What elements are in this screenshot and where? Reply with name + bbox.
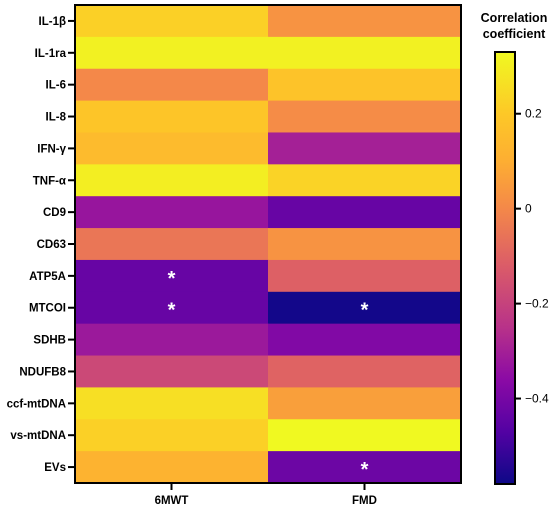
cell-mtcoi-6mwt (75, 291, 269, 325)
cell-ccf-mtdna-6mwt (75, 387, 269, 420)
row-axis: IL-1β IL-1ra IL-6 IL-8 IFN-γ TNF-α CD9 CD63 ATP5… (7, 16, 75, 474)
column-label-6mwt: 6MWT (155, 495, 189, 507)
cell-vs-mtdna-fmd (268, 419, 462, 452)
cell-ifn-fmd (268, 132, 462, 165)
colorbar-tick-label: −0.2 (525, 297, 549, 311)
significance-marker-evs-fmd: * (361, 459, 369, 481)
colorbar-tick-label: −0.4 (525, 392, 549, 406)
row-label-vs-mtdna: vs-mtDNA (10, 430, 66, 442)
cell-cd63-6mwt (75, 228, 269, 261)
cell-il-1ra-6mwt (75, 36, 269, 70)
cell-cd63-fmd (268, 228, 462, 261)
row-label-il-8: IL-8 (46, 112, 67, 124)
cell-tnf-fmd (268, 164, 462, 197)
row-label-tnf: TNF-α (33, 175, 66, 187)
cell-il-1-6mwt (75, 5, 269, 38)
cell-sdhb-6mwt (75, 323, 269, 357)
cell-evs-6mwt (75, 451, 269, 484)
row-label-il-1: IL-1β (39, 16, 66, 28)
significance-marker-mtcoi-6mwt: * (168, 300, 176, 322)
colorbar-title-line-2: coefficient (483, 27, 546, 41)
cell-sdhb-fmd (268, 323, 462, 357)
significance-marker-atp5a-6mwt: * (168, 268, 176, 290)
row-label-sdhb: SDHB (33, 335, 66, 347)
row-label-atp5a: ATP5A (29, 271, 66, 283)
heatmap-cells (75, 5, 462, 484)
cell-il-8-6mwt (75, 100, 269, 133)
cell-il-8-fmd (268, 100, 462, 133)
row-label-evs: EVs (44, 462, 66, 474)
cell-atp5a-fmd (268, 259, 462, 293)
cell-tnf-6mwt (75, 164, 269, 197)
column-label-fmd: FMD (352, 495, 377, 507)
cell-il-6-fmd (268, 68, 462, 102)
row-label-il-6: IL-6 (46, 80, 66, 92)
cell-ifn-6mwt (75, 132, 269, 165)
colorbar-tick-label: 0 (525, 202, 532, 216)
row-label-cd9: CD9 (43, 207, 66, 219)
row-label-il-1ra: IL-1ra (35, 48, 67, 60)
cell-il-1-fmd (268, 5, 462, 38)
row-label-ifn: IFN-γ (37, 143, 66, 155)
cell-ndufb8-6mwt (75, 355, 269, 388)
colorbar-title: Correlation coefficient (481, 11, 548, 41)
colorbar-title-line-1: Correlation (481, 11, 548, 25)
colorbar-ticks: 0.2 0 −0.2 −0.4 (515, 107, 549, 406)
colorbar-tick-label: 0.2 (525, 107, 542, 121)
cell-il-1ra-fmd (268, 36, 462, 70)
cell-ccf-mtdna-fmd (268, 387, 462, 420)
cell-atp5a-6mwt (75, 259, 269, 293)
row-label-ndufb8: NDUFB8 (19, 366, 66, 378)
cell-ndufb8-fmd (268, 355, 462, 388)
cell-evs-fmd (268, 451, 462, 484)
colorbar (494, 51, 516, 485)
cell-cd9-6mwt (75, 196, 269, 229)
row-label-ccf-mtdna: ccf-mtDNA (7, 398, 66, 410)
cell-il-6-6mwt (75, 68, 269, 102)
cell-cd9-fmd (268, 196, 462, 229)
column-axis: 6MWT FMD (155, 483, 377, 507)
cell-mtcoi-fmd (268, 291, 462, 325)
significance-markers: * * * * (168, 268, 369, 481)
row-label-mtcoi: MTCOI (29, 303, 66, 315)
cell-vs-mtdna-6mwt (75, 419, 269, 452)
significance-marker-mtcoi-fmd: * (361, 300, 369, 322)
row-label-cd63: CD63 (37, 239, 66, 251)
